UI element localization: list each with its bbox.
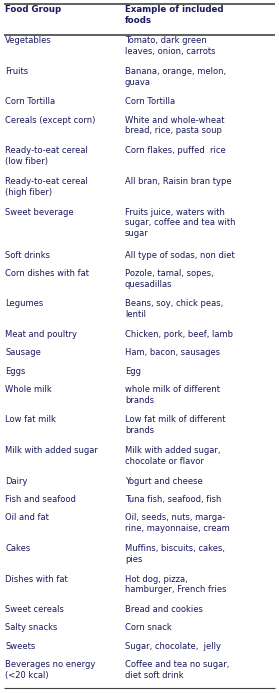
Text: Cereals (except corn): Cereals (except corn) (5, 116, 95, 125)
Text: Yogurt and cheese: Yogurt and cheese (125, 477, 203, 486)
Text: Legumes: Legumes (5, 299, 43, 308)
Text: Muffins, biscuits, cakes,
pies: Muffins, biscuits, cakes, pies (125, 544, 225, 563)
Text: Hot dog, pizza,
hamburger, French fries: Hot dog, pizza, hamburger, French fries (125, 574, 226, 595)
Text: White and whole-wheat
bread, rice, pasta soup: White and whole-wheat bread, rice, pasta… (125, 116, 224, 135)
Text: Coffee and tea no sugar,
diet soft drink: Coffee and tea no sugar, diet soft drink (125, 660, 229, 680)
Text: Beverages no energy
(<20 kcal): Beverages no energy (<20 kcal) (5, 660, 95, 680)
Text: Milk with added sugar: Milk with added sugar (5, 446, 98, 455)
Text: Low fat milk of different
brands: Low fat milk of different brands (125, 416, 225, 435)
Text: Oil, seeds, nuts, marga-
rine, mayonnaise, cream: Oil, seeds, nuts, marga- rine, mayonnais… (125, 514, 230, 533)
Text: Tomato, dark green
leaves, onion, carrots: Tomato, dark green leaves, onion, carrot… (125, 36, 215, 56)
Text: Soft drinks: Soft drinks (5, 251, 50, 260)
Text: Corn dishes with fat: Corn dishes with fat (5, 269, 89, 278)
Text: Whole milk: Whole milk (5, 385, 52, 394)
Text: Banana, orange, melon,
guava: Banana, orange, melon, guava (125, 67, 226, 87)
Text: Ham, bacon, sausages: Ham, bacon, sausages (125, 349, 220, 358)
Text: Sugar, chocolate,  jelly: Sugar, chocolate, jelly (125, 642, 221, 651)
Text: Sweets: Sweets (5, 642, 35, 651)
Text: Dishes with fat: Dishes with fat (5, 574, 68, 584)
Text: whole milk of different
brands: whole milk of different brands (125, 385, 220, 405)
Text: Vegetables: Vegetables (5, 36, 52, 45)
Text: Fruits: Fruits (5, 67, 28, 76)
Text: Pozole, tamal, sopes,
quesadillas: Pozole, tamal, sopes, quesadillas (125, 269, 213, 288)
Text: Salty snacks: Salty snacks (5, 624, 57, 633)
Text: Beans, soy, chick peas,
lentil: Beans, soy, chick peas, lentil (125, 299, 223, 319)
Text: Corn snack: Corn snack (125, 624, 172, 633)
Text: All type of sodas, non diet: All type of sodas, non diet (125, 251, 235, 260)
Text: Egg: Egg (125, 367, 141, 376)
Text: Ready-to-eat cereal
(high fiber): Ready-to-eat cereal (high fiber) (5, 177, 88, 197)
Text: Food Group: Food Group (5, 5, 61, 14)
Text: Tuna fish, seafood, fish: Tuna fish, seafood, fish (125, 495, 221, 504)
Text: Chicken, pork, beef, lamb: Chicken, pork, beef, lamb (125, 330, 233, 339)
Text: Sausage: Sausage (5, 349, 41, 358)
Text: Fish and seafood: Fish and seafood (5, 495, 76, 504)
Text: Corn Tortilla: Corn Tortilla (125, 98, 175, 107)
Text: Bread and cookies: Bread and cookies (125, 605, 203, 614)
Text: Ready-to-eat cereal
(low fiber): Ready-to-eat cereal (low fiber) (5, 146, 88, 166)
Text: Meat and poultry: Meat and poultry (5, 330, 77, 339)
Text: Corn Tortilla: Corn Tortilla (5, 98, 55, 107)
Text: All bran, Raisin bran type: All bran, Raisin bran type (125, 177, 231, 186)
Text: Corn flakes, puffed  rice: Corn flakes, puffed rice (125, 146, 225, 155)
Text: Low fat milk: Low fat milk (5, 416, 56, 425)
Text: Cakes: Cakes (5, 544, 30, 553)
Text: Dairy: Dairy (5, 477, 28, 486)
Text: Oil and fat: Oil and fat (5, 514, 49, 523)
Text: Eggs: Eggs (5, 367, 25, 376)
Text: Example of included
foods: Example of included foods (125, 5, 223, 25)
Text: Sweet beverage: Sweet beverage (5, 208, 74, 217)
Text: Sweet cereals: Sweet cereals (5, 605, 64, 614)
Text: Milk with added sugar,
chocolate or flavor: Milk with added sugar, chocolate or flav… (125, 446, 220, 466)
Text: Fruits juice, waters with
sugar, coffee and tea with
sugar: Fruits juice, waters with sugar, coffee … (125, 208, 235, 238)
